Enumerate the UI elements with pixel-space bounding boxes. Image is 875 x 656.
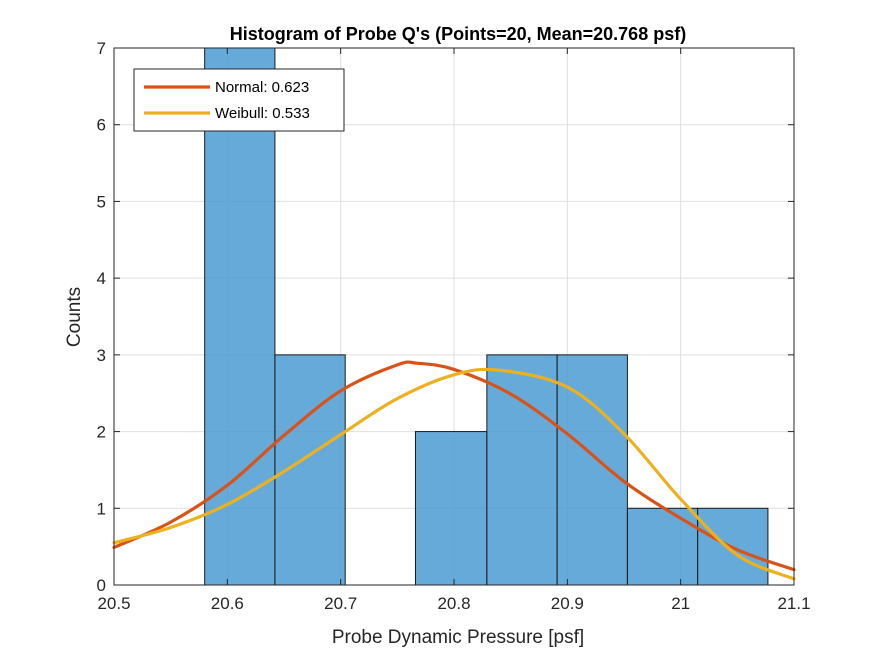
legend-label: Normal: 0.623 [215,79,309,96]
x-tick-label: 20.8 [437,594,470,613]
histogram-bar [556,354,628,586]
y-tick-label: 3 [97,346,106,365]
x-tick-label: 20.9 [551,594,584,613]
y-tick-label: 0 [97,576,106,595]
axis-ticks: 20.5 20.6 20.7 20.8 20.9 21 21.1 0 1 2 3 4 5 6 7 [97,39,811,613]
y-tick-label: 1 [97,499,106,518]
y-axis-label: Counts [64,287,85,347]
x-tick-label: 21.1 [777,594,810,613]
x-tick-label: 21 [671,594,690,613]
x-tick-label: 20.5 [97,594,130,613]
fit-curves [112,360,796,581]
y-tick-label: 6 [97,116,106,135]
histogram-bar [204,47,276,586]
chart-title: Histogram of Probe Q's (Points=20, Mean=… [230,24,686,44]
histogram-bar [626,507,699,586]
x-axis-label: Probe Dynamic Pressure [psf] [332,627,584,648]
histogram-bars [204,47,769,586]
histogram-bar [414,431,488,586]
weibull-fit-line [112,367,796,581]
y-tick-label: 4 [97,269,106,288]
legend-label: Weibull: 0.533 [215,105,310,122]
histogram-bar [486,354,558,586]
legend-box [133,68,345,132]
y-tick-label: 2 [97,423,106,442]
x-tick-label: 20.7 [324,594,357,613]
y-tick-label: 5 [97,192,106,211]
y-tick-label: 7 [97,39,106,58]
legend: Normal: 0.623 Weibull: 0.533 [133,68,345,132]
x-tick-label: 20.6 [211,594,244,613]
normal-fit-line [112,360,796,572]
